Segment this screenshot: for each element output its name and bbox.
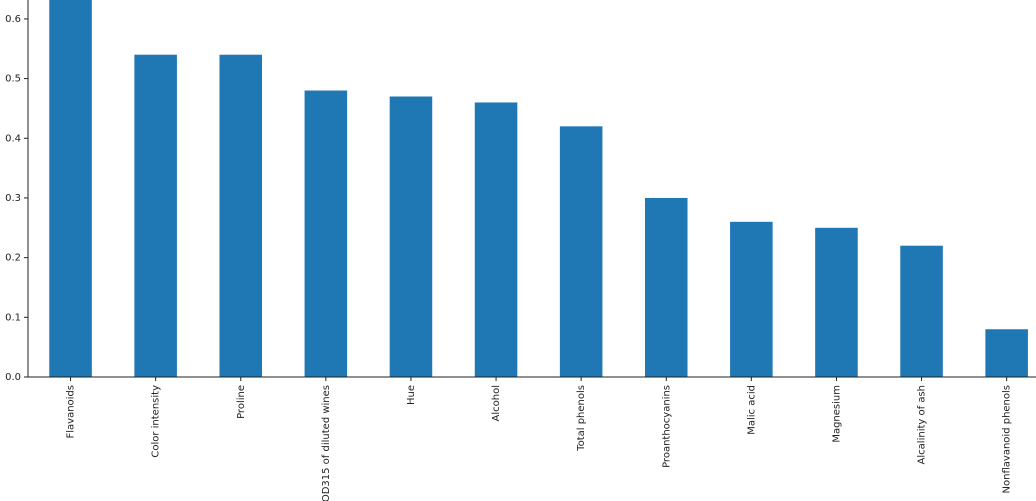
y-tick-label: 0.5: [5, 74, 21, 85]
x-tick-label: Flavanoids: [66, 385, 77, 439]
x-tick-label: Proanthocyanins: [661, 385, 672, 468]
y-tick-label: 0.1: [5, 312, 21, 323]
bar: [474, 102, 518, 377]
bar: [559, 126, 603, 377]
bar: [985, 329, 1028, 377]
x-tick-label: Nonflavanoid phenols: [1002, 385, 1013, 493]
bar: [389, 96, 433, 377]
bar: [730, 221, 773, 377]
bar: [49, 0, 92, 377]
bar: [815, 227, 858, 377]
y-tick-label: 0.0: [5, 372, 21, 383]
bar: [134, 54, 177, 377]
y-tick-label: 0.2: [5, 253, 21, 264]
y-tick-label: 0.3: [5, 193, 21, 204]
bar: [304, 90, 348, 378]
x-tick-label: Proline: [236, 385, 247, 419]
x-tick-label: Malic acid: [746, 385, 757, 435]
x-tick-label: Total phenols: [576, 385, 587, 452]
plot-area: [49, 0, 1028, 378]
x-tick-label: Color intensity: [151, 385, 162, 458]
x-tick-label: Hue: [406, 385, 417, 405]
x-tick-label: Magnesium: [831, 385, 842, 443]
bar: [219, 54, 263, 377]
bar: [644, 197, 688, 377]
y-tick-label: 0.4: [5, 133, 21, 144]
y-tick-label: 0.6: [5, 14, 21, 25]
bar: [900, 245, 943, 377]
x-tick-label: OD315 of diluted wines: [321, 385, 332, 501]
x-tick-label: Alcalinity of ash: [917, 385, 928, 464]
x-tick-label: Alcohol: [491, 385, 502, 421]
